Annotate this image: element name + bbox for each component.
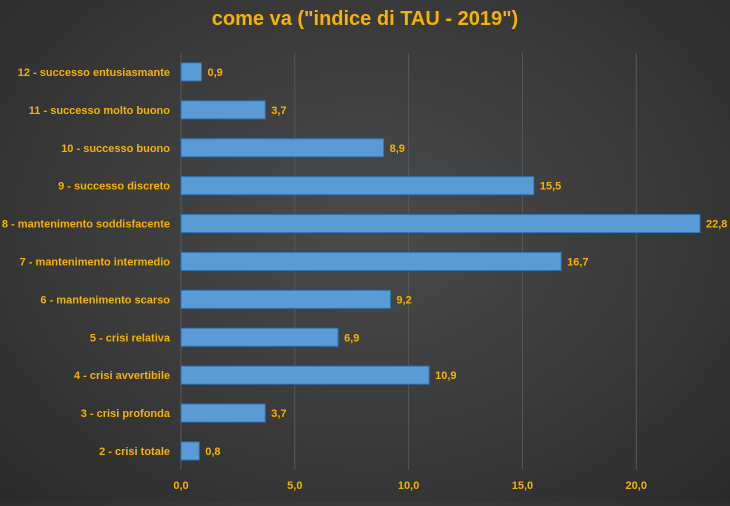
value-label: 9,2: [396, 294, 411, 306]
category-label: 4 - crisi avvertibile: [74, 370, 170, 382]
category-label: 12 - successo entusiasmante: [18, 67, 170, 79]
bar-4: [180, 214, 701, 234]
bar-2: [180, 138, 385, 158]
value-label: 3,7: [271, 105, 286, 117]
bar-7: [180, 327, 339, 347]
x-tick-label: 15,0: [512, 480, 533, 492]
value-label: 15,5: [540, 181, 561, 193]
category-label: 9 - successo discreto: [58, 181, 170, 193]
value-label: 3,7: [271, 408, 286, 420]
category-label: 3 - crisi profonda: [81, 408, 171, 420]
category-label: 11 - successo molto buono: [29, 105, 170, 117]
bar-0: [180, 62, 202, 82]
value-label: 6,9: [344, 332, 359, 344]
category-label: 7 - mantenimento intermedio: [20, 256, 171, 268]
x-tick-label: 10,0: [398, 480, 419, 492]
category-label: 5 - crisi relativa: [90, 332, 171, 344]
x-tick-label: 5,0: [287, 480, 302, 492]
bar-8: [180, 365, 430, 385]
bar-6: [180, 289, 391, 309]
value-label: 8,9: [390, 143, 405, 155]
value-label: 0,9: [207, 67, 222, 79]
category-label: 6 - mantenimento scarso: [40, 294, 170, 306]
bar-5: [180, 251, 562, 271]
category-label: 2 - crisi totale: [99, 446, 170, 458]
x-tick-label: 20,0: [626, 480, 647, 492]
value-label: 22,8: [706, 219, 727, 231]
value-label: 10,9: [435, 370, 456, 382]
value-label: 16,7: [567, 256, 588, 268]
value-label: 0,8: [205, 446, 220, 458]
category-label: 8 - mantenimento soddisfacente: [2, 219, 170, 231]
chart-title: come va ("indice di TAU - 2019"): [211, 8, 519, 30]
bar-9: [180, 403, 266, 423]
bar-1: [180, 100, 266, 120]
x-tick-label: 0,0: [173, 480, 188, 492]
bar-10: [180, 441, 200, 461]
bar-3: [180, 176, 535, 196]
category-label: 10 - successo buono: [61, 143, 170, 155]
